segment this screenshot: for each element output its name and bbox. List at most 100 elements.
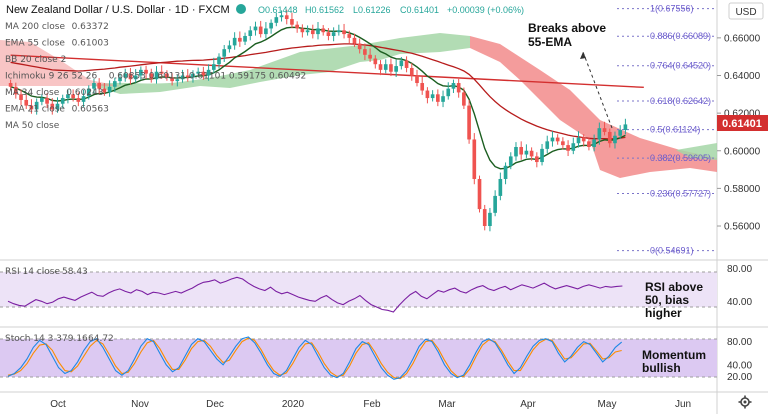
candle-body — [493, 195, 497, 213]
candle-body — [305, 30, 310, 33]
candle-body — [175, 79, 180, 82]
fib-label: 0.618(0.62642) — [650, 96, 711, 106]
gear-icon[interactable] — [738, 395, 752, 409]
candle-body — [295, 24, 299, 29]
candle-body — [347, 34, 352, 38]
candle-body — [29, 105, 34, 110]
candle-body — [170, 77, 174, 82]
candle-body — [180, 75, 185, 80]
time-tick-label: Feb — [363, 399, 381, 410]
candle-body — [524, 150, 529, 155]
price-tick-label: 0.60000 — [724, 146, 761, 157]
candle-body — [201, 71, 206, 76]
ohlc-low: L0.61226 — [353, 5, 391, 15]
candle-body — [441, 96, 445, 102]
price-badge-bg — [717, 115, 768, 131]
candle-body — [550, 137, 555, 142]
candle-body — [331, 32, 336, 36]
candle-body — [409, 67, 414, 76]
ma200-line — [10, 54, 644, 89]
candle-body — [112, 81, 117, 87]
candle-body — [243, 35, 247, 42]
stoch-k-value: 79.16 — [62, 334, 88, 344]
candle-body — [597, 128, 602, 140]
indicator-value: 0.61003 — [72, 39, 109, 49]
fib-label: 0(0.54691) — [650, 246, 694, 256]
candle-body — [352, 37, 357, 44]
candle-body — [368, 54, 372, 59]
candle-body — [399, 60, 404, 67]
candle-body — [128, 73, 133, 80]
candle-body — [389, 64, 393, 72]
candle-body — [269, 22, 273, 29]
candle-body — [81, 96, 86, 102]
candle-body — [76, 98, 81, 102]
currency-button[interactable] — [728, 2, 764, 20]
candle-body — [206, 69, 211, 76]
candle-body — [576, 137, 581, 144]
candle-body — [133, 75, 138, 80]
candle-body — [154, 71, 159, 80]
candle-body — [149, 73, 154, 80]
candle-body — [383, 64, 388, 70]
candle-body — [607, 131, 612, 144]
rsi-axis: 80.00 40.00 — [727, 264, 752, 308]
candle-body — [623, 124, 628, 131]
ichimoku-cloud-bullish-future — [676, 143, 717, 160]
candle-body — [34, 101, 39, 110]
candle-body — [159, 71, 164, 74]
candle-body — [227, 45, 232, 50]
fib-label: 1(0.67556) — [650, 4, 694, 14]
candle-body — [363, 49, 367, 55]
candle-body — [394, 66, 398, 72]
price-tick-label: 0.56000 — [724, 222, 761, 233]
time-tick-label: Dec — [206, 399, 224, 410]
candle-body — [467, 105, 471, 140]
candle-body — [165, 73, 169, 78]
time-tick-label: Apr — [520, 399, 536, 410]
candle-body — [264, 28, 268, 35]
candle-body — [482, 209, 487, 227]
candle-body — [462, 92, 466, 106]
candle-body — [139, 69, 143, 76]
ichimoku-cloud-bearish-left — [0, 40, 120, 86]
candle-body — [118, 77, 122, 82]
projection-arrowhead — [580, 52, 586, 59]
candle-body — [316, 28, 320, 35]
candle-body — [456, 83, 461, 93]
candle-body — [519, 146, 524, 155]
candles — [8, 9, 628, 232]
candle-body — [60, 98, 65, 104]
candle-body — [253, 26, 258, 31]
candle-body — [185, 75, 190, 78]
candle-body — [514, 146, 518, 157]
candle-body — [373, 58, 378, 65]
candle-body — [40, 98, 44, 102]
candle-body — [258, 26, 263, 35]
ema55-line — [10, 43, 626, 140]
candle-body — [71, 94, 75, 99]
candle-body — [45, 98, 49, 104]
fib-levels: 1(0.67556) 0.886(0.66089) 0.764(0.64520) 0.… — [617, 4, 717, 256]
rsi-band — [0, 272, 717, 307]
candle-body — [535, 156, 539, 163]
time-tick-label: Nov — [131, 399, 149, 410]
rsi-tick-label: 40.00 — [727, 297, 752, 308]
stoch-k-line — [7, 336, 623, 380]
candle-body — [592, 139, 596, 147]
candle-body — [232, 37, 237, 46]
candle-body — [529, 150, 534, 157]
candle-body — [430, 94, 435, 99]
candle-body — [561, 141, 565, 146]
fib-label: 0.382(0.59605) — [650, 153, 711, 163]
stoch-tick-label: 20.00 — [727, 372, 752, 383]
candle-body — [425, 90, 430, 99]
fib-label: 0.5(0.61124) — [650, 125, 700, 135]
stoch-tick-label: 40.00 — [727, 360, 752, 371]
stoch-d-value: 64.72 — [88, 334, 114, 344]
candle-body — [13, 86, 18, 95]
candle-body — [55, 103, 60, 110]
annotation-rsi-line1: RSI above — [645, 280, 703, 294]
